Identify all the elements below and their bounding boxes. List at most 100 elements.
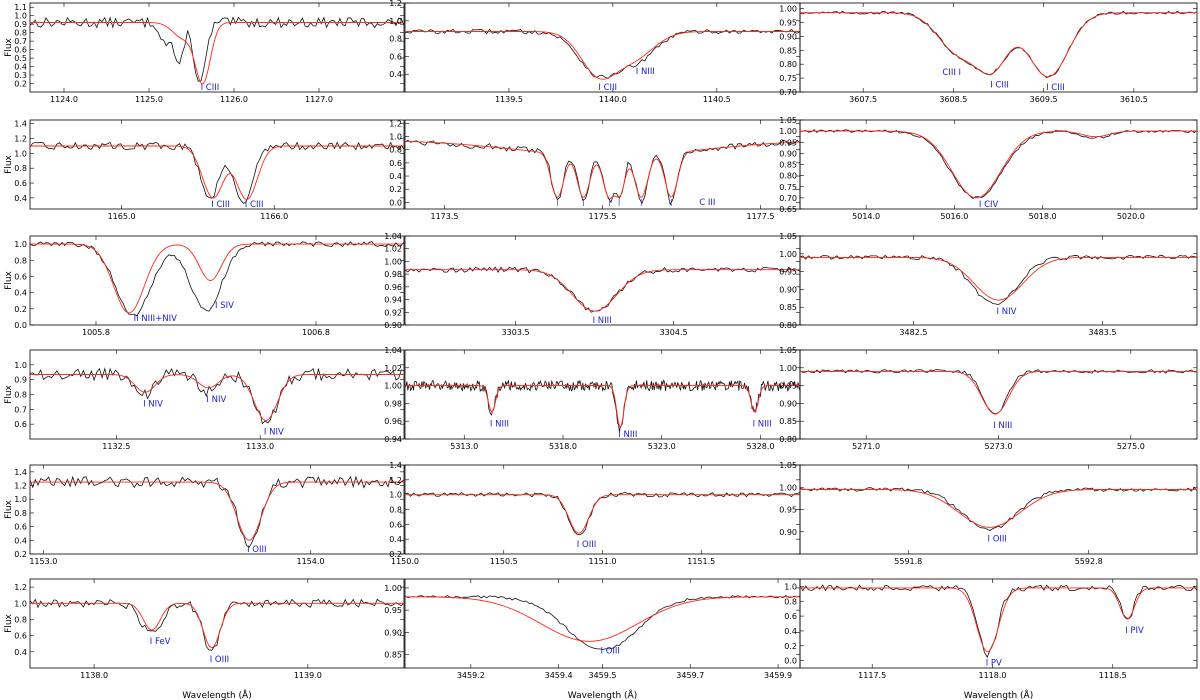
y-tick-label: 1.02 <box>384 245 402 254</box>
y-tick-label: 1.0 <box>14 361 27 370</box>
y-tick-label: 1.0 <box>14 240 27 249</box>
line-identification-label: I NIII <box>753 419 772 429</box>
y-tick-label: 0.98 <box>384 399 402 408</box>
line-identification-label: I FeV <box>150 637 171 647</box>
line-identification-label: I OIII <box>210 655 229 665</box>
y-tick-label: 1.0 <box>389 491 402 500</box>
y-tick-label: 0.8 <box>14 256 27 265</box>
y-tick-label: 1.2 <box>14 583 27 592</box>
x-tick-label: 5313.0 <box>450 442 478 451</box>
y-tick-label: 0.65 <box>779 205 797 214</box>
line-identification-label: I PV <box>986 659 1002 669</box>
x-tick-label: 5273.0 <box>985 442 1013 451</box>
line-identification-label: I SIV <box>215 301 234 311</box>
y-tick-label: 1.2 <box>389 476 402 485</box>
y-tick-label: 0.6 <box>389 52 402 61</box>
y-tick-label: 0.0 <box>389 198 402 207</box>
y-tick-label: 1.0 <box>14 599 27 608</box>
y-tick-label: 0.4 <box>389 70 402 79</box>
x-tick-label: 3483.5 <box>1088 328 1116 337</box>
y-tick-label: 1.05 <box>779 232 797 241</box>
y-tick-label: 0.8 <box>14 164 27 173</box>
model-spectrum-line <box>30 374 404 421</box>
x-tick-label: 3459.2 <box>457 671 485 680</box>
y-tick-label: 0.85 <box>779 161 797 170</box>
y-tick-label: 0.94 <box>384 435 402 444</box>
y-tick-label: 1.2 <box>14 135 27 144</box>
spectrum-panel-10: 1132.5 1133.0 0.6 0.7 0.8 0.9 1.0 I NIV I NIV I N… <box>14 349 405 451</box>
x-axis-label: Wavelength (Å) <box>568 689 637 700</box>
y-tick-label: 0.85 <box>384 651 402 660</box>
y-tick-label: 0.4 <box>784 627 797 636</box>
model-spectrum-line <box>30 243 404 314</box>
y-tick-label: 1.4 <box>14 120 27 129</box>
observed-spectrum-line <box>405 139 800 206</box>
x-tick-label: 1133.0 <box>246 442 274 451</box>
y-tick-label: 0.4 <box>389 535 402 544</box>
observed-spectrum-line <box>800 487 1197 532</box>
x-tick-label: 3607.5 <box>849 95 877 104</box>
x-tick-label: 1177.5 <box>747 212 775 221</box>
x-tick-label: 1117.5 <box>858 671 886 680</box>
panel-frame <box>29 119 405 210</box>
x-tick-label: 5020.0 <box>1117 212 1145 221</box>
y-tick-label: 1.00 <box>779 5 797 14</box>
x-tick-label: 5591.8 <box>894 557 922 566</box>
line-identification-label: I OIII <box>988 534 1007 544</box>
y-tick-label: 0.90 <box>384 321 402 330</box>
y-tick-label: 1.05 <box>779 346 797 355</box>
y-tick-label: 0.90 <box>384 628 402 637</box>
panel-frame <box>29 2 405 93</box>
model-spectrum-line <box>800 489 1197 528</box>
y-tick-label: 0.90 <box>779 399 797 408</box>
y-tick-label: 0.8 <box>14 509 27 518</box>
y-tick-label: 0.90 <box>779 285 797 294</box>
observed-spectrum-line <box>405 28 800 79</box>
y-tick-label: 0.70 <box>779 194 797 203</box>
x-tick-label: 1140.5 <box>703 95 731 104</box>
x-tick-label: 1166.0 <box>260 212 288 221</box>
y-tick-label: 0.95 <box>779 138 797 147</box>
x-tick-label: 3459.9 <box>764 671 792 680</box>
y-tick-label: 0.95 <box>384 606 402 615</box>
y-tick-label: 0.4 <box>389 172 402 181</box>
y-axis-label: Flux <box>4 270 14 289</box>
spectrum-panel-15: 5591.8 5592.8 0.90 0.95 1.00 1.05 I OIII <box>779 461 1198 566</box>
x-tick-label: 5275.0 <box>1117 442 1145 451</box>
y-tick-label: 0.2 <box>389 185 402 194</box>
x-tick-label: 1138.0 <box>80 671 108 680</box>
x-tick-label: 1151.5 <box>687 557 715 566</box>
observed-spectrum-line <box>30 475 404 548</box>
y-tick-label: 0.4 <box>14 289 27 298</box>
y-tick-label: 0.85 <box>779 417 797 426</box>
y-tick-label: 1.04 <box>384 232 402 241</box>
panel-frame <box>799 578 1198 669</box>
y-tick-label: 0.85 <box>779 303 797 312</box>
y-tick-label: 1.1 <box>14 3 27 12</box>
y-tick-label: 1.0 <box>14 12 27 21</box>
y-axis-label: Flux <box>4 384 14 403</box>
x-axis-label: Wavelength (Å) <box>182 689 251 700</box>
y-tick-label: 0.6 <box>784 612 797 621</box>
line-identification-label: I NIV <box>206 395 226 405</box>
y-tick-label: 0.6 <box>14 632 27 641</box>
model-spectrum-line <box>30 602 404 649</box>
observed-spectrum-line <box>800 584 1197 659</box>
panel-frame <box>29 578 405 669</box>
y-tick-label: 0.95 <box>779 268 797 277</box>
y-tick-label: 0.0 <box>14 321 27 330</box>
y-tick-label: 1.0 <box>784 582 797 591</box>
y-tick-label: 0.80 <box>779 321 797 330</box>
spectrum-panel-13: 1153.0 1154.0 0.2 0.4 0.6 0.8 1.0 1.2 1.4 I OIII <box>14 464 405 566</box>
y-tick-label: 0.7 <box>14 37 27 46</box>
model-spectrum-line <box>30 22 404 85</box>
y-tick-label: 1.00 <box>384 584 402 593</box>
line-identification-label: I CIII <box>245 200 264 210</box>
x-tick-label: 1150.0 <box>391 557 419 566</box>
line-identification-label: C III <box>699 198 715 208</box>
model-spectrum-line <box>405 385 800 428</box>
y-tick-label: 0.2 <box>389 550 402 559</box>
y-tick-label: 0.75 <box>779 74 797 83</box>
y-tick-label: 0.92 <box>384 308 402 317</box>
x-tick-label: 1005.8 <box>82 328 110 337</box>
